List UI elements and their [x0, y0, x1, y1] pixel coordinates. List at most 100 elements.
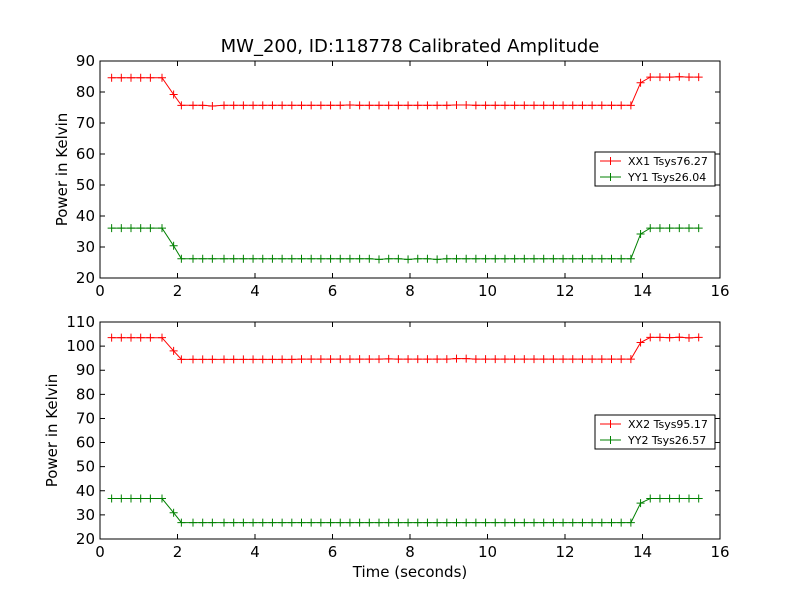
- data-point-marker: [423, 518, 432, 527]
- data-point-marker: [189, 518, 197, 527]
- data-point-marker: [433, 518, 442, 527]
- y-tick-label: 70: [76, 409, 95, 427]
- data-point-marker: [500, 254, 509, 263]
- data-point-marker: [500, 101, 509, 110]
- data-point-marker: [607, 518, 616, 527]
- data-point-marker: [177, 254, 186, 263]
- data-point-marker: [158, 73, 166, 82]
- data-point-marker: [675, 224, 684, 233]
- data-point-marker: [169, 241, 178, 250]
- data-point-marker: [462, 254, 471, 263]
- data-point-marker: [491, 254, 500, 263]
- data-point-marker: [287, 101, 296, 110]
- data-point-marker: [607, 254, 616, 263]
- data-point-marker: [208, 518, 217, 527]
- data-point-marker: [626, 355, 635, 364]
- data-point-marker: [375, 255, 383, 264]
- x-tick-label: 16: [710, 543, 729, 561]
- data-point-marker: [694, 494, 703, 503]
- data-point-marker: [442, 355, 451, 364]
- data-point-marker: [258, 518, 267, 527]
- data-point-marker: [423, 101, 432, 110]
- data-point-marker: [239, 254, 248, 263]
- data-point-marker: [626, 518, 635, 527]
- legend-entry-label: YY1 Tsys26.04: [627, 171, 706, 184]
- data-point-marker: [665, 333, 674, 342]
- data-point-marker: [355, 254, 364, 263]
- data-point-marker: [268, 355, 277, 364]
- data-point-marker: [365, 518, 374, 527]
- x-tick-label: 0: [95, 282, 105, 300]
- data-point-marker: [404, 101, 413, 110]
- data-point-marker: [229, 101, 238, 110]
- data-point-marker: [636, 499, 645, 508]
- data-point-marker: [297, 101, 306, 110]
- data-point-marker: [413, 101, 422, 110]
- data-point-marker: [646, 494, 655, 503]
- data-point-marker: [326, 101, 335, 110]
- data-point-marker: [655, 333, 664, 342]
- data-point-marker: [559, 101, 568, 110]
- data-point-marker: [481, 518, 490, 527]
- x-tick-label: 4: [250, 282, 260, 300]
- legend-1: XX1 Tsys76.27 YY1 Tsys26.04: [594, 151, 716, 187]
- data-point-marker: [568, 518, 577, 527]
- data-point-marker: [258, 355, 267, 364]
- data-point-marker: [158, 224, 166, 233]
- data-point-marker: [177, 355, 186, 364]
- data-point-marker: [239, 355, 248, 364]
- data-point-marker: [297, 518, 306, 527]
- data-point-marker: [220, 355, 228, 364]
- x-tick-label: 4: [250, 543, 260, 561]
- data-point-marker: [404, 518, 413, 527]
- data-point-marker: [559, 254, 568, 263]
- data-point-marker: [530, 101, 538, 110]
- data-point-marker: [607, 101, 616, 110]
- data-point-marker: [539, 518, 548, 527]
- data-point-marker: [510, 101, 519, 110]
- data-point-marker: [107, 224, 116, 233]
- data-point-marker: [365, 101, 374, 110]
- data-point-marker: [404, 355, 413, 364]
- data-point-marker: [626, 254, 635, 263]
- data-point-marker: [287, 518, 296, 527]
- data-point-marker: [229, 254, 238, 263]
- data-point-marker: [384, 101, 393, 110]
- x-tick-label: 12: [555, 282, 574, 300]
- data-point-marker: [481, 254, 490, 263]
- legend-entry-label: XX2 Tsys95.17: [628, 418, 708, 431]
- data-point-marker: [462, 101, 471, 110]
- data-point-marker: [578, 518, 587, 527]
- data-point-marker: [287, 355, 296, 364]
- data-point-marker: [278, 518, 287, 527]
- data-point-marker: [117, 73, 126, 82]
- data-point-marker: [208, 254, 217, 263]
- data-point-marker: [127, 224, 135, 233]
- data-point-marker: [355, 355, 364, 364]
- data-point-marker: [117, 224, 126, 233]
- data-point-marker: [588, 254, 597, 263]
- y-tick-label: 90: [76, 52, 95, 70]
- data-point-marker: [249, 518, 258, 527]
- data-point-marker: [588, 355, 597, 364]
- data-point-marker: [107, 73, 116, 82]
- data-point-marker: [530, 518, 538, 527]
- data-point-marker: [297, 254, 306, 263]
- data-point-marker: [433, 355, 442, 364]
- data-point-marker: [413, 518, 422, 527]
- data-point-marker: [549, 518, 558, 527]
- data-point-marker: [549, 355, 558, 364]
- data-point-marker: [462, 518, 471, 527]
- data-point-marker: [413, 254, 422, 263]
- data-point-marker: [433, 101, 442, 110]
- x-tick-label: 6: [328, 282, 338, 300]
- y-tick-label: 40: [76, 207, 95, 225]
- data-point-marker: [394, 355, 403, 364]
- plot-panel-2: 0 2 4 6 8 10 12 14 16 20 30 40 50 60 70 80 90 100 110 Power…: [43, 313, 730, 581]
- data-point-marker: [646, 224, 655, 233]
- data-point-marker: [249, 101, 258, 110]
- data-point-marker: [117, 333, 126, 342]
- data-point-marker: [452, 518, 461, 527]
- data-point-marker: [597, 518, 606, 527]
- data-point-marker: [239, 101, 248, 110]
